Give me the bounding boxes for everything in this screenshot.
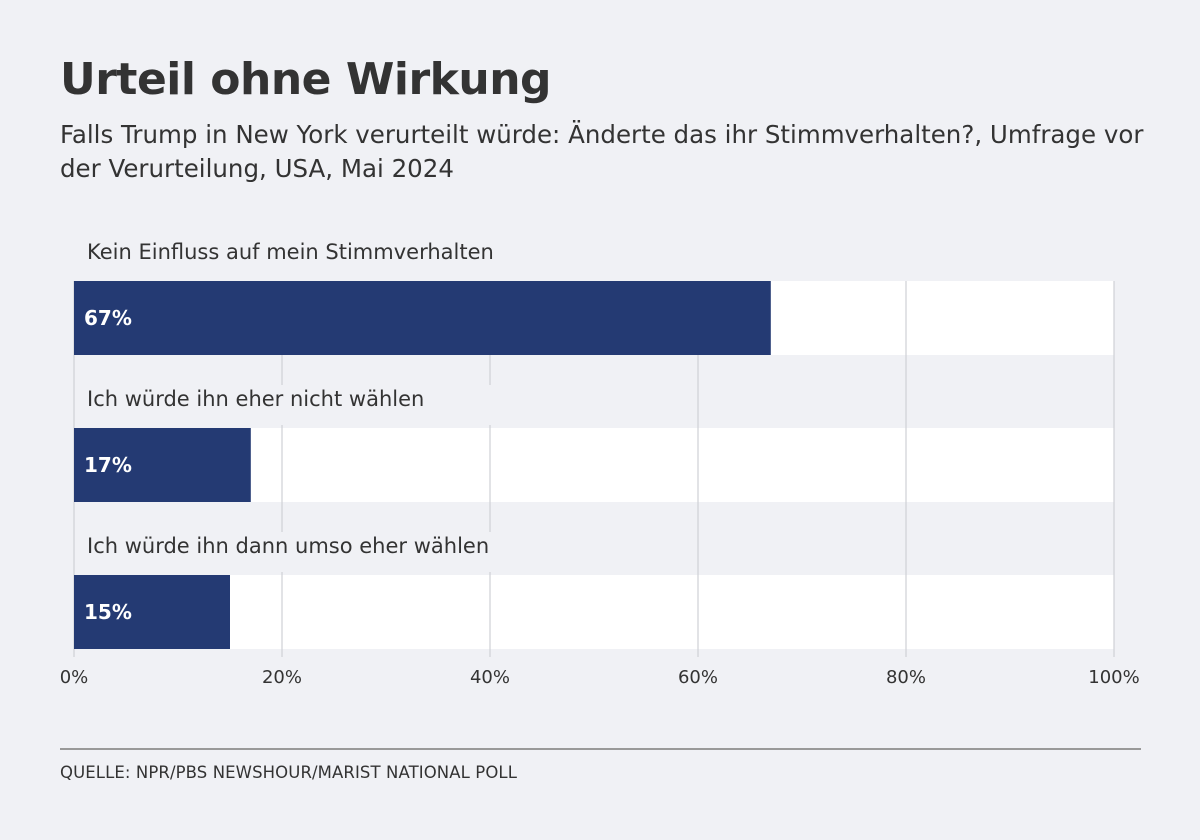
chart-title: Urteil ohne Wirkung <box>60 54 552 105</box>
source-note: QUELLE: NPR/PBS NEWSHOUR/MARIST NATIONAL… <box>60 763 517 782</box>
footer-divider <box>60 748 1141 750</box>
category-label-backgrounds <box>80 385 560 572</box>
bar <box>74 281 771 355</box>
x-tick-label: 20% <box>262 667 302 688</box>
x-tick-label: 0% <box>60 667 89 688</box>
chart-subtitle: Falls Trump in New York verurteilt würde… <box>60 120 1144 183</box>
x-tick-label: 100% <box>1088 667 1139 688</box>
category-labels: Kein Einfluss auf mein Stimmverhalten Ich… <box>87 240 494 558</box>
bars <box>74 281 771 649</box>
category-label: Kein Einfluss auf mein Stimmverhalten <box>87 240 494 264</box>
bar-chart: Kein Einfluss auf mein Stimmverhalten Ich… <box>60 240 1140 688</box>
value-labels: 67% 17% 15% <box>84 306 132 624</box>
x-tick-label: 60% <box>678 667 718 688</box>
bar <box>74 575 230 649</box>
category-label-background <box>80 532 560 572</box>
value-label: 67% <box>84 306 132 330</box>
value-label: 17% <box>84 453 132 477</box>
value-label: 15% <box>84 600 132 624</box>
category-label: Ich würde ihn dann umso eher wählen <box>87 534 489 558</box>
bar-track <box>74 575 1114 649</box>
category-label-background <box>80 385 560 425</box>
x-axis-ticks: 0% 20% 40% 60% 80% 100% <box>60 667 1140 688</box>
category-label: Ich würde ihn eher nicht wählen <box>87 387 424 411</box>
bar <box>74 428 251 502</box>
x-tick-label: 80% <box>886 667 926 688</box>
x-tick-label: 40% <box>470 667 510 688</box>
